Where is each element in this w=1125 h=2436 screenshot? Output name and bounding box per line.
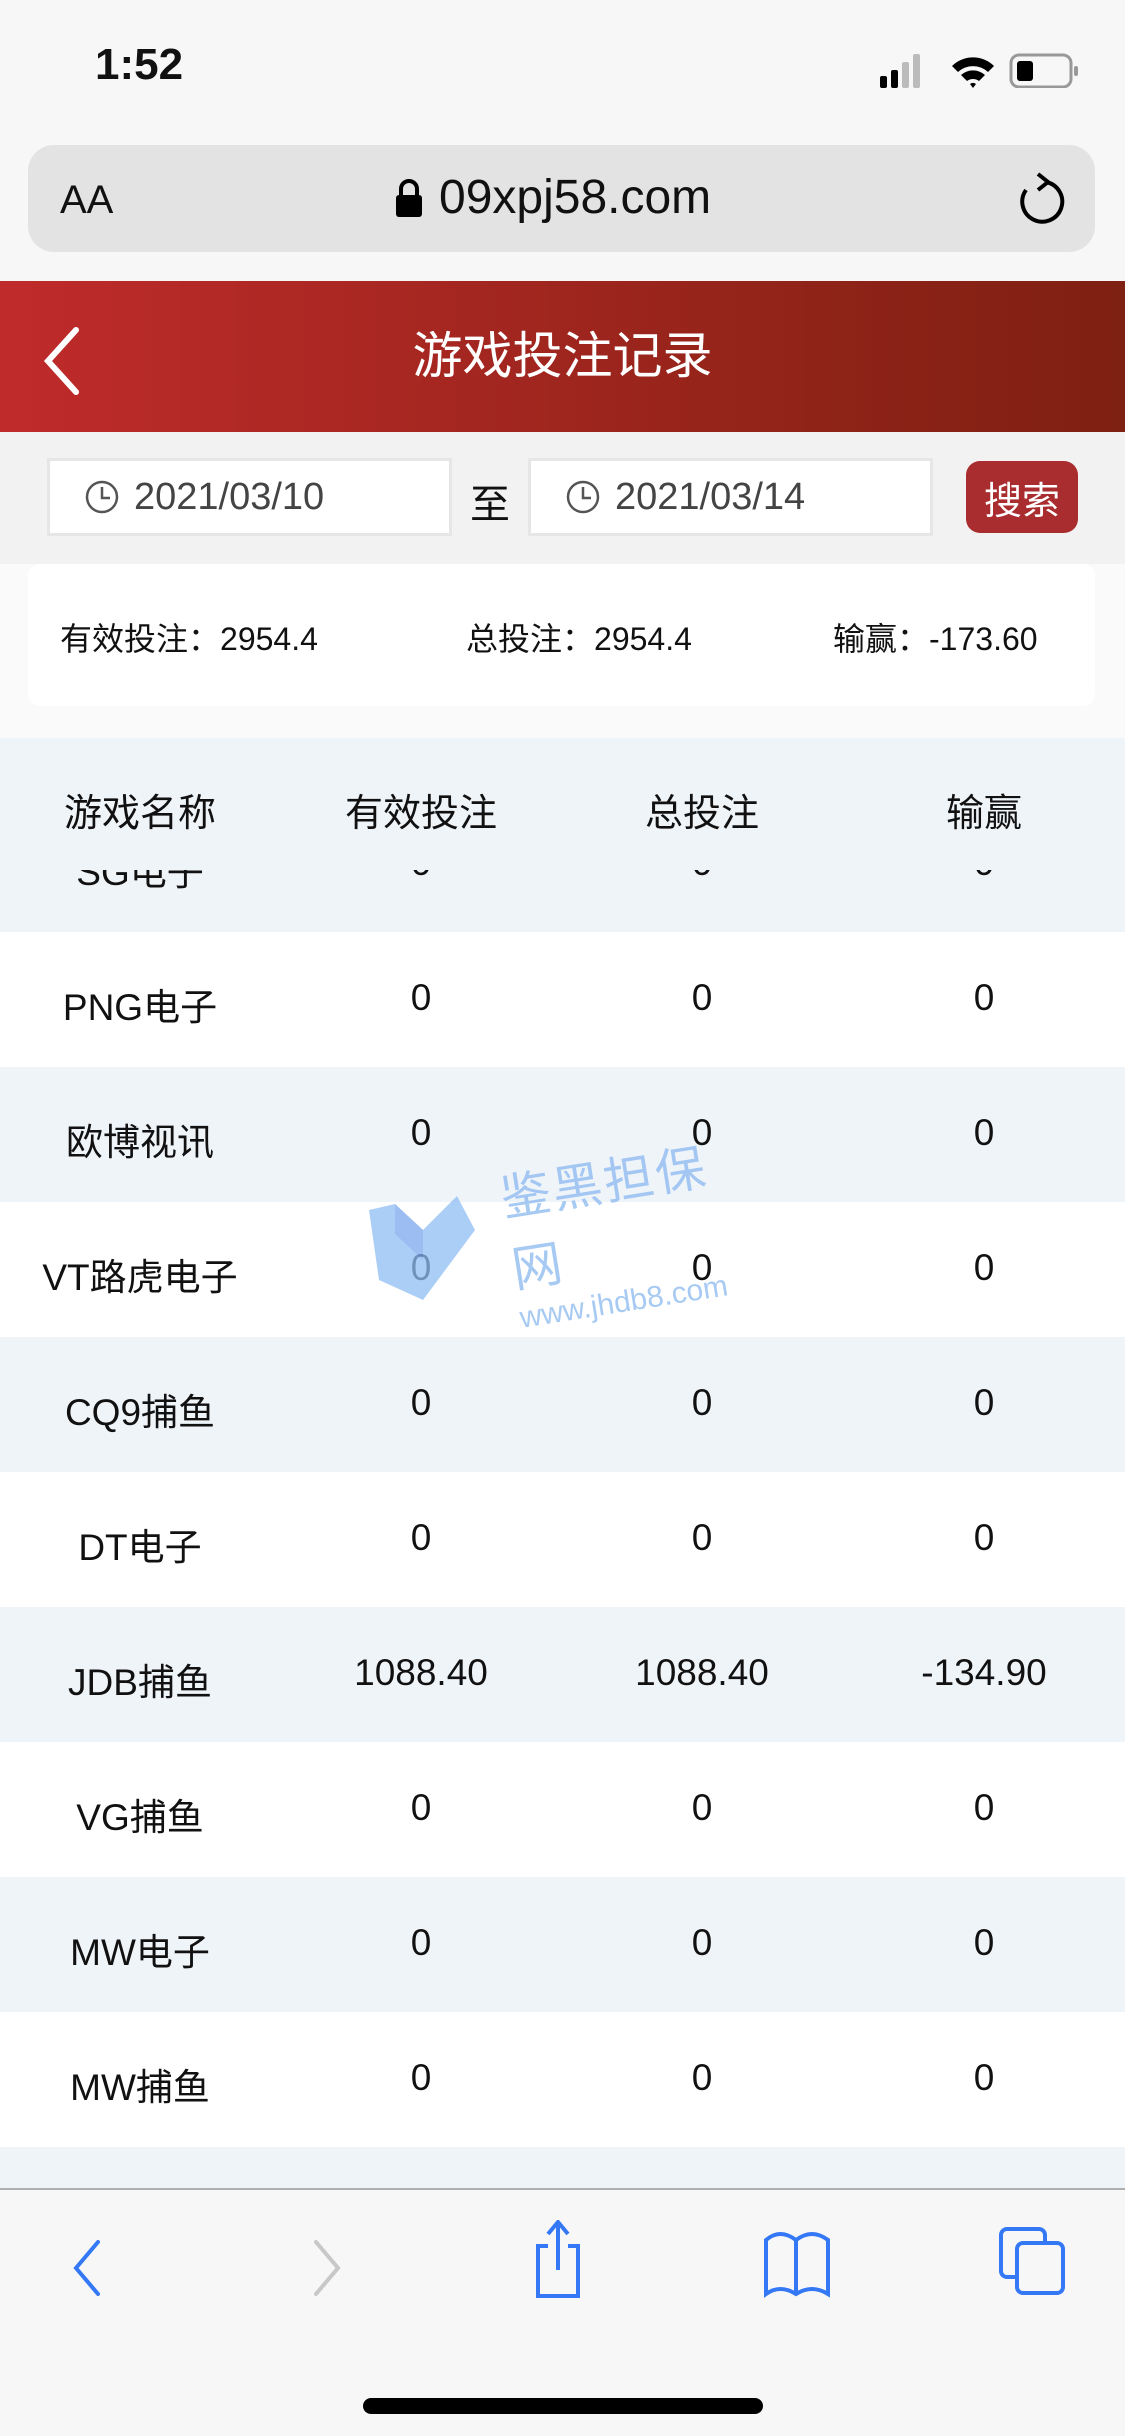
valid-bet-value: 2954.4 <box>220 621 318 657</box>
wifi-icon <box>952 57 994 88</box>
cell-total-bet: 1088.40 <box>635 1652 769 1693</box>
share-icon[interactable] <box>530 2220 590 2300</box>
end-date-input[interactable]: 2021/03/14 <box>528 458 933 536</box>
win-loss-value: -173.60 <box>929 621 1038 657</box>
summary-card: 有效投注：2954.4 总投注：2954.4 输赢：-173.60 <box>28 564 1095 706</box>
url-text: 09xpj58.com <box>439 171 712 224</box>
tabs-icon[interactable] <box>998 2226 1068 2296</box>
date-separator: 至 <box>470 483 510 527</box>
cell-win-loss: 0 <box>973 1517 995 1558</box>
start-date-value: 2021/03/10 <box>134 475 325 518</box>
column-header-game: 游戏名称 <box>63 793 216 835</box>
address-bar[interactable] <box>28 145 1095 252</box>
bookmarks-icon[interactable] <box>762 2228 832 2298</box>
home-indicator <box>363 2398 763 2414</box>
back-arrow-icon[interactable] <box>42 326 82 396</box>
cell-total-bet: 0 <box>691 1787 713 1828</box>
cell-win-loss: 0 <box>973 1112 995 1153</box>
browser-forward-icon[interactable] <box>306 2238 346 2298</box>
cell-valid-bet: 0 <box>410 1922 432 1963</box>
text-size-button[interactable]: AA <box>60 178 114 222</box>
battery-icon <box>1009 53 1078 88</box>
cell-win-loss: -134.90 <box>921 1652 1047 1693</box>
clock-icon <box>566 480 600 514</box>
table-row: MW电子 0 0 0 <box>0 1877 1125 2012</box>
win-loss-summary: 输赢：-173.60 <box>833 614 1038 660</box>
page-title: 游戏投注记录 <box>412 328 713 384</box>
cell-total-bet: 0 <box>691 1382 713 1423</box>
cell-total-bet: 0 <box>691 1922 713 1963</box>
column-header-win-loss: 输赢 <box>945 793 1022 835</box>
table-row: 欧博视讯 0 0 0 <box>0 1067 1125 1202</box>
table-row: SG电子000 <box>0 870 1125 932</box>
cell-game-name: SG电子 <box>76 870 204 893</box>
cell-game-name: MW捕鱼 <box>70 2067 210 2108</box>
clock-icon <box>85 480 119 514</box>
cell-game-name: VG捕鱼 <box>76 1797 204 1838</box>
cell-total-bet: 0 <box>562 870 842 884</box>
cell-total-bet: 0 <box>691 1517 713 1558</box>
cell-valid-bet: 1088.40 <box>354 1652 488 1693</box>
cell-total-bet: 0 <box>691 1112 713 1153</box>
browser-back-icon[interactable] <box>68 2238 108 2298</box>
cell-valid-bet: 0 <box>410 2057 432 2098</box>
cell-game-name: JDB捕鱼 <box>68 1662 212 1703</box>
valid-bet-label: 有效投注： <box>60 621 221 657</box>
table-row: VT路虎电子 0 0 0 <box>0 1202 1125 1337</box>
cell-total-bet: 0 <box>691 2057 713 2098</box>
status-icons <box>880 53 1078 88</box>
url-display[interactable]: 09xpj58.com <box>395 170 711 225</box>
cell-valid-bet: 0 <box>410 1787 432 1828</box>
cell-win-loss: 0 <box>973 977 995 1018</box>
cell-valid-bet: 0 <box>410 977 432 1018</box>
table-row: CQ9捕鱼 0 0 0 <box>0 1337 1125 1472</box>
cell-win-loss: 0 <box>844 870 1124 884</box>
table-row <box>0 2147 1125 2188</box>
cell-game-name: DT电子 <box>78 1527 202 1568</box>
total-bet-summary: 总投注：2954.4 <box>466 614 692 660</box>
cell-win-loss: 0 <box>973 1922 995 1963</box>
signal-icon <box>880 54 920 88</box>
page-header: 游戏投注记录 <box>0 281 1125 432</box>
total-bet-value: 2954.4 <box>594 621 692 657</box>
cell-valid-bet: 0 <box>410 1382 432 1423</box>
table-row: PNG电子 0 0 0 <box>0 932 1125 1067</box>
table-row: DT电子 0 0 0 <box>0 1472 1125 1607</box>
cell-total-bet: 0 <box>691 977 713 1018</box>
start-date-input[interactable]: 2021/03/10 <box>47 458 452 536</box>
status-bar: 1:52 <box>0 0 1125 140</box>
cell-game-name: CQ9捕鱼 <box>64 1392 216 1433</box>
table-row: VG捕鱼 0 0 0 <box>0 1742 1125 1877</box>
end-date-value: 2021/03/14 <box>615 475 806 518</box>
browser-toolbar <box>0 2188 1125 2436</box>
valid-bet-summary: 有效投注：2954.4 <box>60 614 318 660</box>
table-row: JDB捕鱼 1088.40 1088.40 -134.90 <box>0 1607 1125 1742</box>
search-button[interactable]: 搜索 <box>966 461 1078 533</box>
cell-game-name: 欧博视讯 <box>66 1122 214 1163</box>
table-body[interactable]: SG电子000PNG电子000欧博视讯000VT路虎电子000CQ9捕鱼000D… <box>0 870 1125 2188</box>
win-loss-label: 输赢： <box>833 621 930 657</box>
status-time: 1:52 <box>95 40 184 89</box>
total-bet-label: 总投注： <box>466 621 595 657</box>
cell-game-name: PNG电子 <box>62 987 218 1028</box>
cell-valid-bet: 0 <box>410 1247 432 1288</box>
reload-icon[interactable] <box>1016 172 1066 230</box>
lock-icon <box>396 178 422 217</box>
cell-win-loss: 0 <box>973 1787 995 1828</box>
cell-total-bet: 0 <box>691 1247 713 1288</box>
cell-valid-bet: 0 <box>410 1517 432 1558</box>
cell-game-name: MW电子 <box>70 1932 210 1973</box>
cell-win-loss: 0 <box>973 1247 995 1288</box>
table-row: MW捕鱼 0 0 0 <box>0 2012 1125 2147</box>
cell-win-loss: 0 <box>973 1382 995 1423</box>
column-header-total-bet: 总投注 <box>644 793 759 835</box>
column-header-valid-bet: 有效投注 <box>344 793 497 835</box>
cell-valid-bet: 0 <box>410 1112 432 1153</box>
cell-game-name: VT路虎电子 <box>42 1257 238 1298</box>
table-header: 游戏名称 有效投注 总投注 输赢 <box>0 738 1125 870</box>
cell-valid-bet: 0 <box>281 870 561 884</box>
cell-win-loss: 0 <box>973 2057 995 2098</box>
